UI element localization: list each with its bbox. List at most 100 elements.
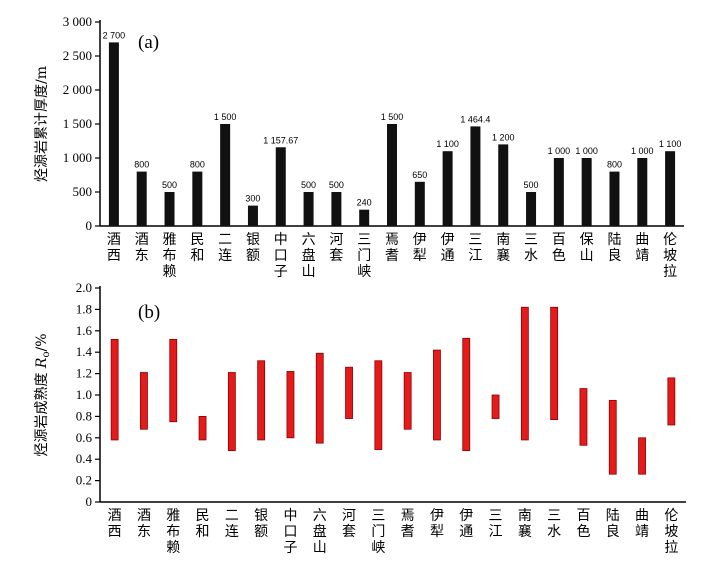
panel-a-category-label: 酒西	[107, 232, 121, 264]
panel-a-value-label: 1 157.67	[263, 135, 298, 145]
panel-a-y-ticks: 0 500 1 000 1 500 2 000 2 500 3 000	[63, 14, 100, 233]
panel-a-value-label: 1 100	[436, 139, 459, 149]
panel-a-category-label: 酒东	[135, 232, 149, 264]
panel-b-range-bar	[433, 349, 441, 441]
panel-a-value-label: 240	[357, 198, 372, 208]
panel-a-category-label: 河套	[329, 232, 343, 264]
panel-a-category-label: 中口子	[274, 232, 288, 280]
panel-a-value-label: 500	[162, 180, 177, 190]
panel-a-value-label: 1 500	[381, 112, 404, 122]
panel-a-category-label: 百色	[552, 232, 566, 264]
panel-b-category-label: 河套	[342, 508, 356, 540]
panel-b-range-bar	[169, 338, 178, 423]
panel-b-range-bar	[608, 399, 617, 475]
panel-b-category-label: 曲靖	[635, 508, 649, 540]
panel-b-category-label: 二连	[225, 508, 239, 540]
panel-a-category-label: 保山	[580, 232, 594, 264]
panel-b-range-bar	[550, 306, 559, 421]
panel-b-range-bar	[520, 306, 529, 441]
panel-b-range-bar	[257, 360, 266, 441]
panel-a-value-label: 1 000	[575, 146, 598, 156]
panel-a-bar	[526, 192, 537, 226]
panel-a-value-label: 300	[245, 194, 260, 204]
panel-a-bar	[637, 158, 648, 226]
panel-b-category-label: 伊犁	[430, 508, 444, 540]
panel-b-y-tick-label: 0	[86, 494, 93, 509]
panel-b-range-bar	[345, 366, 353, 419]
panel-b-range-bar	[315, 352, 324, 444]
panel-a-y-tick-label: 1 000	[63, 150, 92, 165]
panel-a-value-label: 500	[301, 180, 316, 190]
panel-a-bar	[220, 124, 231, 226]
panel-b-range-bar	[579, 388, 588, 446]
panel-a-category-label: 三江	[468, 232, 482, 264]
panel-b-category-label: 酒西	[108, 508, 122, 540]
panel-a-bars	[108, 42, 676, 227]
panel-b-y-tick-label: 0.4	[76, 451, 93, 466]
panel-b-range-bars	[110, 306, 676, 475]
panel-b-category-label: 中口子	[283, 508, 297, 556]
panel-a-category-label: 伊犁	[413, 232, 427, 264]
panel-a-category-label: 曲靖	[635, 232, 649, 264]
panel-a-y-tick-label: 0	[86, 218, 93, 233]
panel-a-value-label: 500	[329, 180, 344, 190]
panel-a-value-label: 1 500	[214, 112, 237, 122]
panel-a-value-labels: 2 700 800 500 800 1 500 300 1 157.67 500 500 240 1…	[103, 30, 682, 207]
panel-b-y-axis-label-symbol: R	[34, 357, 50, 369]
panel-a-value-label: 650	[412, 170, 427, 180]
panel-a-value-label: 1 200	[492, 132, 515, 142]
panel-b-y-axis-label-subscript: o	[41, 352, 52, 358]
panel-b-range-bar	[403, 372, 412, 430]
panel-a-bar	[470, 126, 481, 226]
panel-b-category-label: 南襄	[518, 508, 532, 540]
panel-b-y-axis-label-prefix: 烃源岩成熟度	[34, 368, 50, 456]
panel-b-category-label: 三水	[547, 508, 561, 540]
panel-a-bar	[498, 144, 509, 226]
panel-b-category-label: 焉耆	[401, 508, 415, 540]
panel-b-category-label: 银额	[254, 508, 268, 540]
panel-a-value-label: 800	[134, 160, 149, 170]
panel-a-bar	[192, 171, 203, 226]
panel-a-value-label: 500	[524, 180, 539, 190]
panel-a-value-label: 800	[607, 160, 622, 170]
panel-a-bar	[136, 171, 147, 226]
panel-b-category-label: 雅布赖	[166, 508, 180, 556]
panel-a-y-tick-label: 2 500	[63, 48, 92, 63]
panel-b-y-tick-label: 1.6	[76, 323, 93, 338]
panel-a-category-label: 三门峡	[357, 232, 371, 280]
panel-a-bar	[247, 205, 258, 226]
panel-b-category-label: 三江	[489, 508, 503, 540]
panel-a-value-label: 1 000	[548, 146, 571, 156]
panel-a-category-label: 伊通	[441, 232, 455, 264]
panel-b-y-ticks: 0 0.2 0.4 0.6 0.8 1.0 1.2 1.4 1.6 1.8 2.0	[76, 280, 100, 509]
panel-b-range-bar	[462, 337, 471, 452]
panel-b-range-bar	[667, 377, 676, 426]
panel-b-range-bar	[227, 372, 236, 452]
panel-b-y-tick-label: 1.4	[76, 344, 93, 359]
panel-a-y-tick-label: 1 500	[63, 116, 92, 131]
panel-a-category-label: 六盘山	[302, 232, 316, 280]
panel-a-bar	[414, 181, 425, 226]
panel-b-range-bar	[374, 360, 383, 450]
panel-a-y-tick-label: 500	[73, 184, 93, 199]
panel-b-category-label: 百色	[576, 508, 590, 540]
panel-b-category-label: 六盘山	[313, 508, 327, 556]
panel-a-category-label: 南襄	[496, 232, 510, 264]
panel-b-range-bar	[491, 394, 500, 419]
panel-b-category-label: 酒东	[137, 508, 151, 540]
panel-a-bar	[387, 124, 397, 226]
panel-b-y-tick-label: 1.8	[76, 301, 92, 316]
panel-b-range-bar	[198, 415, 207, 441]
panel-b-chart: (b) 烃源岩成熟度 Ro/% 0 0.2 0.4 0.6 0.8 1.0 1.2 1.4 1.…	[34, 280, 686, 556]
panel-a-value-label: 1 000	[631, 146, 654, 156]
panel-a-category-label: 二连	[218, 232, 232, 264]
panel-b-y-tick-label: 2.0	[76, 280, 92, 295]
panel-a-category-label: 三水	[524, 232, 538, 264]
panel-b-y-tick-label: 0.8	[76, 408, 92, 423]
panel-a-y-tick-label: 3 000	[63, 14, 92, 29]
panel-b-y-tick-label: 0.2	[76, 473, 92, 488]
panel-a-label: (a)	[138, 32, 159, 53]
panel-a-category-label: 伦坡拉	[663, 232, 677, 280]
panel-a-category-label: 焉耆	[385, 232, 399, 264]
